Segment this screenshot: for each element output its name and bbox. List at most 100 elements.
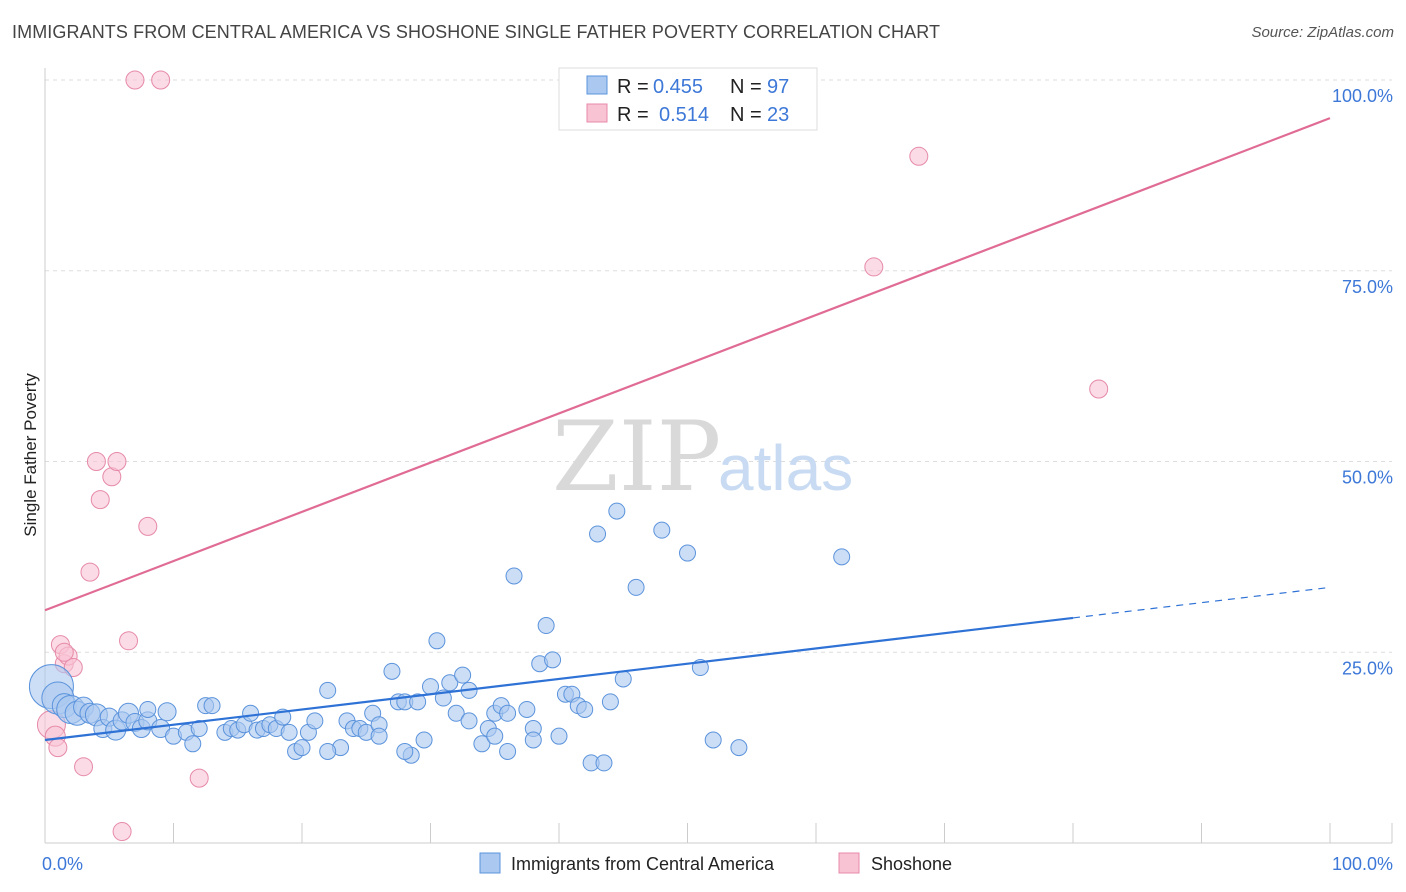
central-america-point-24 [203,697,221,715]
y-axis-label: Single Father Poverty [21,373,40,537]
central-america-point-66 [486,727,504,745]
legend-swatch-pink [586,103,608,123]
central-america-point-59 [447,704,465,722]
central-america-point-91 [704,731,722,749]
legend-n-label-1: N = [730,76,762,98]
legend-n-label-2: N = [730,104,762,126]
central-america-point-70 [518,700,536,718]
watermark-zip: ZIP [552,401,721,513]
central-america-point-88 [653,521,671,539]
shoshone-point-21 [1089,379,1109,399]
central-america-point-80 [576,700,594,718]
central-america-point-21 [184,735,202,753]
shoshone-point-19 [909,146,929,166]
y-tick-label-1: 50.0% [1342,468,1393,488]
central-america-point-18 [157,702,177,722]
y-tick-labels: 25.0% 50.0% 75.0% 100.0% [1332,86,1393,678]
shoshone-point-22 [54,642,74,662]
central-america-point-35 [280,723,298,741]
x-tick-label-0: 0.0% [42,854,83,874]
shoshone-point-6 [63,658,83,678]
central-america-point-29 [242,704,260,722]
central-america-point-37 [293,739,311,757]
shoshone-trend-line [44,117,1331,612]
legend-r-value-1: 0.455 [653,76,703,98]
shoshone-point-13 [112,822,132,842]
central-america-point-83 [595,754,613,772]
central-america-point-96 [499,742,517,760]
correlation-legend: R = 0.455 N = 97 R = 0.514 N = 23 [558,67,818,131]
series-legend: Immigrants from Central America Shoshone [479,852,952,874]
central-america-point-76 [550,727,568,745]
central-america-point-56 [428,632,446,650]
central-america-point-60 [454,666,472,684]
y-tick-label-0: 25.0% [1342,658,1393,678]
chart-title: IMMIGRANTS FROM CENTRAL AMERICA VS SHOSH… [12,22,941,42]
shoshone-point-15 [125,70,145,90]
central-america-point-22 [190,720,208,738]
central-america-point-95 [319,742,337,760]
shoshone-point-20 [864,257,884,277]
central-america-points [28,502,851,772]
central-america-point-54 [415,731,433,749]
zipatlas-watermark: ZIP atlas [552,401,853,513]
central-america-point-62 [460,712,478,730]
bottom-legend-label-2: Shoshone [871,854,952,874]
central-america-point-69 [505,567,523,585]
central-america-point-58 [441,674,459,692]
axes [44,68,1393,844]
central-america-point-48 [370,727,388,745]
shoshone-point-17 [151,70,171,90]
shoshone-point-8 [80,562,100,582]
shoshone-point-14 [119,631,139,651]
shoshone-point-2 [48,738,68,758]
trend-lines [44,117,1331,742]
shoshone-point-7 [74,757,94,777]
central-america-point-92 [730,739,748,757]
central-america-point-82 [589,525,607,543]
central-america-point-68 [499,704,517,722]
central-america-point-89 [679,544,696,562]
shoshone-point-18 [189,768,209,788]
central-america-point-75 [544,651,562,669]
legend-n-value-2: 23 [767,104,789,126]
bottom-legend-label-1: Immigrants from Central America [511,854,775,874]
central-america-point-72 [524,731,542,749]
central-america-trend-extension [1072,586,1331,619]
legend-r-label-1: R = [617,76,649,98]
central-america-point-40 [319,681,337,699]
shoshone-point-10 [90,490,110,510]
legend-r-value-2: 0.514 [659,104,709,126]
central-america-point-74 [537,617,555,635]
central-america-point-86 [614,670,632,688]
source-credit: Source: ZipAtlas.com [1251,24,1394,41]
shoshone-point-9 [86,452,106,471]
legend-n-value-1: 97 [767,76,789,98]
shoshone-point-12 [107,452,127,471]
shoshone-points [36,70,1109,842]
central-america-point-84 [601,693,619,711]
legend-swatch-blue [586,75,608,95]
central-america-point-87 [627,578,645,596]
x-tick-labels: 0.0% 100.0% [42,854,1393,874]
x-tick-label-1: 100.0% [1332,854,1393,874]
central-america-point-16 [139,700,157,718]
central-america-point-49 [383,662,401,680]
watermark-atlas: atlas [718,432,853,504]
central-america-point-55 [422,678,439,696]
y-tick-label-3: 100.0% [1332,86,1393,106]
central-america-point-63 [473,735,491,753]
y-tick-label-2: 75.0% [1342,277,1393,297]
central-america-point-53 [409,693,427,711]
bottom-legend-swatch-blue [479,852,501,874]
central-america-point-85 [608,502,626,520]
bottom-legend-swatch-pink [838,852,860,874]
central-america-point-94 [396,742,414,760]
central-america-point-39 [306,712,324,730]
legend-r-label-2: R = [617,104,649,126]
central-america-point-93 [833,548,851,566]
central-america-point-17 [151,719,171,739]
shoshone-point-16 [138,516,158,536]
central-america-trend-line [44,616,1074,742]
